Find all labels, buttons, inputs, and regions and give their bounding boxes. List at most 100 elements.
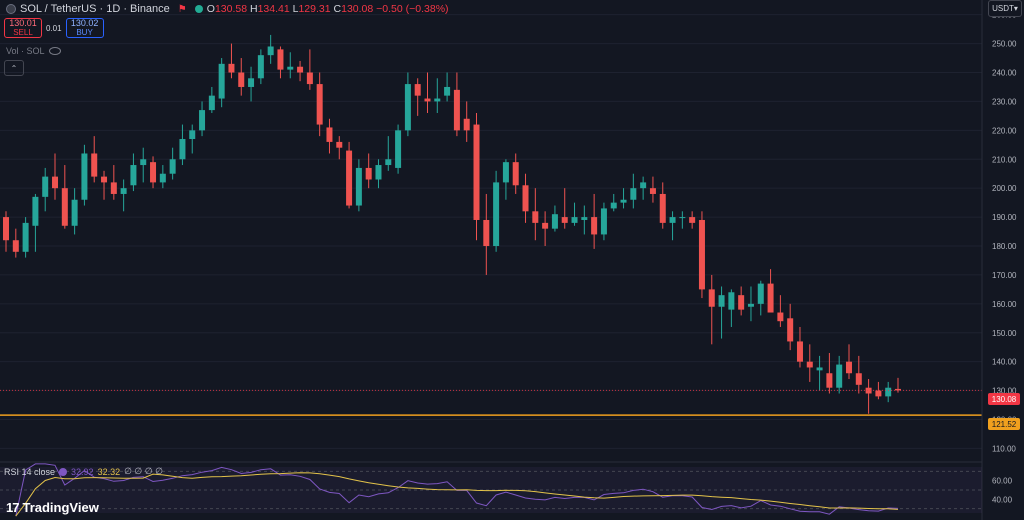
candle: [444, 72, 451, 102]
candle-body: [816, 367, 823, 371]
candle: [12, 228, 19, 258]
currency-selector[interactable]: USDT ▾: [988, 0, 1022, 17]
candle-body: [395, 130, 402, 168]
candle: [228, 43, 235, 79]
candle-body: [600, 208, 607, 235]
candle-body: [532, 211, 539, 223]
candle: [796, 326, 803, 368]
candle: [679, 211, 686, 229]
ohlc-close-key: C: [333, 3, 342, 15]
grid-lines: [0, 14, 982, 449]
candle-body: [257, 55, 264, 79]
market-status-icon: [194, 5, 203, 13]
candle-body: [698, 219, 705, 290]
candle-body: [287, 66, 294, 70]
candle-body: [414, 84, 421, 96]
candle: [502, 159, 509, 200]
candle: [414, 78, 421, 116]
symbol-title[interactable]: SOL / TetherUS · 1D · Binance: [20, 3, 170, 15]
candle-body: [551, 214, 558, 229]
candle: [404, 72, 411, 137]
candle: [150, 156, 157, 189]
candle: [836, 355, 843, 394]
spread-value: 0.01: [46, 23, 62, 33]
candle: [306, 49, 313, 90]
candle-body: [747, 303, 754, 307]
candle-body: [71, 199, 78, 226]
candle: [640, 176, 647, 200]
price-tick-label: 230.00: [992, 97, 1017, 106]
candle-body: [640, 182, 647, 189]
candle: [542, 211, 549, 247]
candle-body: [767, 283, 774, 313]
candle: [512, 153, 519, 194]
candle: [698, 211, 705, 299]
candle: [483, 193, 490, 275]
candle: [757, 280, 764, 316]
price-tick-label: 220.00: [992, 126, 1017, 135]
trade-panel: 130.01 SELL 0.01 130.02 BUY: [4, 18, 104, 38]
candle-body: [110, 182, 117, 194]
candle: [787, 303, 794, 351]
chevron-down-icon: ▾: [1013, 4, 1018, 13]
candle-body: [855, 373, 862, 385]
rsi-ma-line: [15, 472, 899, 517]
candle: [395, 124, 402, 174]
candle: [826, 353, 833, 394]
flag-icon[interactable]: ⚑: [177, 3, 187, 15]
candle: [346, 141, 353, 209]
sell-button[interactable]: 130.01 SELL: [4, 18, 42, 38]
rsi-tick-label: 40.00: [992, 495, 1013, 504]
candle-body: [875, 390, 882, 397]
candle: [375, 159, 382, 189]
currency-label: USDT: [992, 4, 1014, 13]
candle-body: [61, 188, 68, 226]
candle: [61, 165, 68, 229]
rsi-source-icon: [59, 467, 68, 476]
price-tick-label: 210.00: [992, 155, 1017, 164]
candle-body: [649, 188, 656, 194]
candle-body: [738, 295, 745, 310]
candle-body: [444, 86, 451, 96]
candle: [169, 147, 176, 180]
tradingview-logo[interactable]: 17 TradingView: [6, 500, 99, 515]
candle: [101, 170, 108, 200]
candle: [385, 136, 392, 171]
price-tick-label: 190.00: [992, 213, 1017, 222]
candle-body: [796, 341, 803, 362]
sol-logo-icon: [6, 4, 16, 14]
price-overlays: [0, 389, 982, 416]
candle-body: [140, 159, 147, 166]
candle: [777, 295, 784, 327]
candle: [140, 147, 147, 183]
candle: [424, 72, 431, 113]
ohlc-open-key: O: [206, 3, 215, 15]
candle: [22, 217, 29, 258]
price-tick-label: 140.00: [992, 358, 1017, 367]
candle-body: [385, 159, 392, 166]
sell-label: SELL: [13, 28, 33, 37]
rsi-name[interactable]: RSI 14 close: [4, 466, 56, 477]
candle-body: [424, 98, 431, 102]
volume-label[interactable]: Vol · SOL: [6, 46, 45, 56]
candle-body: [326, 127, 333, 142]
candle-body: [483, 219, 490, 247]
buy-button[interactable]: 130.02 BUY: [65, 18, 104, 38]
horizontal-line-tag[interactable]: 121.52: [988, 418, 1020, 430]
collapse-legend-button[interactable]: ⌃: [4, 60, 24, 76]
candle-body: [512, 162, 519, 186]
candle-body: [130, 165, 137, 186]
price-tick-label: 150.00: [992, 329, 1017, 338]
eye-icon[interactable]: [48, 47, 61, 55]
ohlc-change: −0.50 (−0.38%): [376, 3, 449, 15]
candle: [522, 173, 529, 223]
ohlc-open: 130.58: [214, 3, 248, 15]
candle: [257, 49, 264, 85]
candle-body: [610, 202, 617, 209]
candle-body: [42, 176, 49, 197]
rsi-ma-value: 32.32: [97, 466, 121, 477]
brand-name: TradingView: [22, 500, 99, 515]
sell-price: 130.01: [9, 18, 37, 28]
candle: [355, 159, 362, 212]
